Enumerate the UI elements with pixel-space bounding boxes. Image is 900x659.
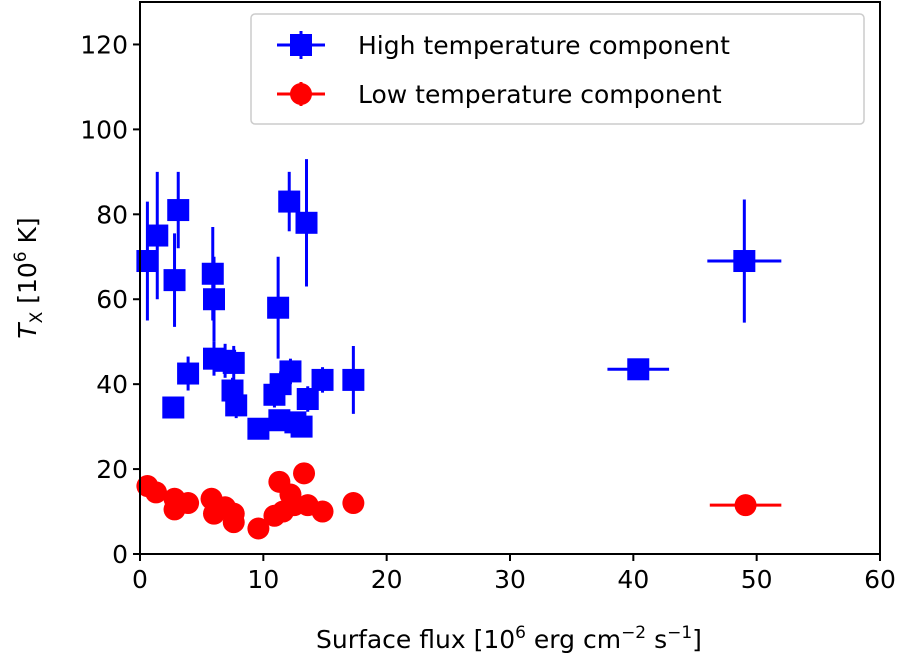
x-tick-label: 60 [864,565,896,594]
x-tick-label: 40 [617,565,649,594]
x-tick-label: 0 [132,565,148,594]
high-temp-point [225,392,248,419]
high-temp-point [167,171,190,249]
high-temp-point [203,256,225,342]
y-tick-label: 0 [112,540,128,569]
square-marker [296,388,319,411]
high-temp-point [290,415,313,438]
high-temp-point [278,171,301,232]
x-tick-label: 50 [741,565,773,594]
square-marker [279,360,302,383]
square-marker [222,351,245,374]
axis-ticks: 0 10 20 30 40 50 60 0 20 40 60 80 100 120 [80,30,896,594]
y-axis-title: TX [106 K] [11,217,47,338]
low-temp-point [709,494,782,517]
series-low-temperature [136,462,782,540]
circle-marker [293,462,316,485]
y-tick-label: 20 [96,455,128,484]
square-marker [267,296,290,319]
square-marker [163,269,186,292]
low-temp-point [145,481,168,504]
square-marker [295,211,318,234]
square-marker [225,394,248,417]
circle-marker [247,517,270,540]
x-axis-title: Surface flux [106 erg cm−2 s−1] [316,623,702,654]
high-temp-point [136,201,159,321]
y-tick-label: 60 [96,285,128,314]
square-marker [290,415,313,438]
plot-frame [139,1,881,555]
circle-marker [145,481,168,504]
low-temp-point [342,492,365,515]
legend-low-marker [277,82,325,106]
circle-marker [342,492,365,515]
high-temp-point [607,358,670,381]
legend: High temperature component Low temperatu… [250,13,865,125]
x-tick-label: 30 [494,565,526,594]
high-temp-point [296,386,319,412]
high-temp-point [247,417,270,440]
series-high-temperature [136,159,782,440]
high-temp-point [162,396,185,419]
square-marker [177,362,200,385]
y-tick-label: 120 [80,30,128,59]
high-temp-point [267,256,290,359]
y-tick-label: 40 [96,370,128,399]
square-marker [342,368,365,391]
square-marker [627,358,650,381]
legend-box [250,13,865,125]
high-temp-point [163,233,186,327]
square-marker [278,190,301,213]
high-temp-point [311,367,334,393]
y-tick-label: 80 [96,200,128,229]
circle-marker [222,511,245,534]
low-temp-point [311,500,334,523]
high-temp-point [279,358,302,385]
square-marker [162,396,185,419]
low-temp-point [177,492,200,515]
square-marker [146,224,169,247]
square-marker [247,417,270,440]
circle-marker [311,500,334,523]
legend-label-high: High temperature component [358,31,730,60]
y-tick-label: 100 [80,115,128,144]
low-temp-point [222,511,245,534]
square-marker [203,288,225,311]
high-temp-point [342,345,365,414]
high-temp-point [146,171,169,300]
legend-high-marker [277,31,325,59]
legend-label-low: Low temperature component [358,80,722,109]
circle-marker [734,494,757,517]
square-marker [167,199,190,222]
high-temp-point [707,199,782,323]
circle-marker [177,492,200,515]
x-tick-label: 20 [371,565,403,594]
high-temp-point [295,159,318,287]
low-temp-point [247,517,270,540]
square-marker [136,250,159,273]
square-marker [311,368,334,391]
high-temp-point [177,356,200,391]
square-marker [733,250,756,273]
low-temp-point [293,462,316,485]
x-tick-label: 10 [247,565,279,594]
high-temp-point [222,345,245,380]
